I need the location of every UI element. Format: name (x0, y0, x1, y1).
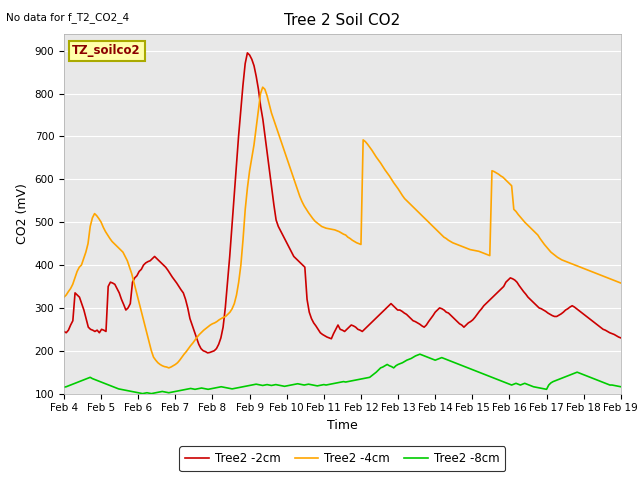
Tree2 -2cm (555, 312, 563, 318)
Tree2 -8cm (274, 382, 282, 388)
Text: TZ_soilco2: TZ_soilco2 (72, 44, 141, 58)
Text: No data for f_T2_CO2_4: No data for f_T2_CO2_4 (6, 12, 129, 23)
Tree2 -2cm (617, 335, 625, 341)
Tree2 -8cm (139, 391, 147, 396)
Tree2 -4cm (237, 262, 244, 268)
Tree2 -8cm (60, 384, 68, 390)
Tree2 -2cm (367, 320, 375, 326)
Tree2 -2cm (296, 260, 304, 266)
Tree2 -2cm (281, 237, 289, 242)
Tree2 -4cm (165, 365, 173, 371)
Tree2 -2cm (204, 350, 211, 356)
Line: Tree2 -2cm: Tree2 -2cm (64, 53, 621, 353)
Tree2 -2cm (369, 318, 377, 324)
Tree2 -2cm (244, 50, 252, 56)
Legend: Tree2 -2cm, Tree2 -4cm, Tree2 -8cm: Tree2 -2cm, Tree2 -4cm, Tree2 -8cm (179, 446, 506, 471)
Y-axis label: CO2 (mV): CO2 (mV) (16, 183, 29, 244)
Tree2 -8cm (237, 384, 244, 390)
Tree2 -8cm (516, 382, 524, 388)
Tree2 -8cm (268, 383, 275, 388)
Line: Tree2 -4cm: Tree2 -4cm (64, 87, 621, 368)
Tree2 -4cm (259, 84, 266, 90)
Tree2 -4cm (276, 136, 284, 142)
Tree2 -4cm (307, 213, 315, 218)
Tree2 -4cm (617, 280, 625, 286)
Tree2 -4cm (340, 231, 348, 237)
Tree2 -4cm (270, 117, 278, 122)
Tree2 -4cm (516, 214, 524, 220)
Line: Tree2 -8cm: Tree2 -8cm (64, 354, 621, 394)
Tree2 -2cm (60, 329, 68, 335)
Tree2 -8cm (416, 351, 424, 357)
Title: Tree 2 Soil CO2: Tree 2 Soil CO2 (284, 13, 401, 28)
Tree2 -8cm (337, 379, 345, 385)
Tree2 -4cm (60, 294, 68, 300)
Tree2 -2cm (144, 259, 152, 264)
X-axis label: Time: Time (327, 419, 358, 432)
Tree2 -8cm (617, 384, 625, 390)
Tree2 -8cm (305, 381, 312, 387)
